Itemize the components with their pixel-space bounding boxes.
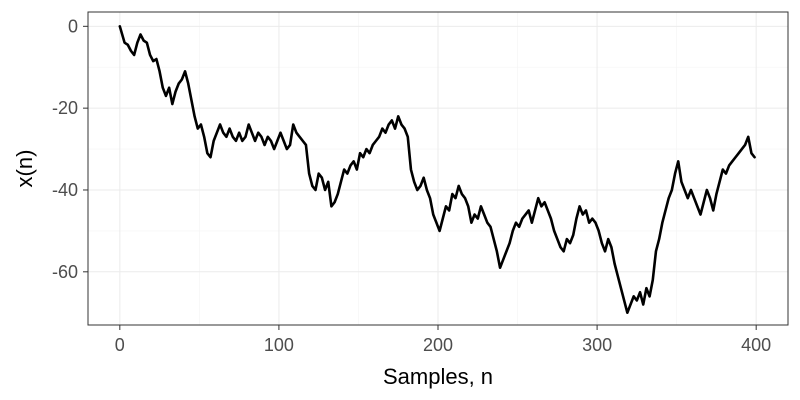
x-axis-title: Samples, n: [383, 364, 493, 389]
series-line-0: [118, 25, 756, 315]
grid-lines: [88, 12, 788, 325]
y-axis-title: x(n): [12, 150, 37, 188]
axis-ticks: 0 100 200 300 400 0 -20 -40 -60: [52, 16, 771, 355]
x-tick-label: 300: [582, 335, 612, 355]
x-tick-label: 200: [423, 335, 453, 355]
y-tick-label: -60: [52, 262, 78, 282]
y-tick-label: 0: [68, 16, 78, 36]
x-tick-label: 400: [741, 335, 771, 355]
series-layer: [118, 25, 756, 315]
x-tick-label: 0: [115, 335, 125, 355]
y-tick-label: -20: [52, 98, 78, 118]
x-tick-label: 100: [264, 335, 294, 355]
y-tick-label: -40: [52, 180, 78, 200]
